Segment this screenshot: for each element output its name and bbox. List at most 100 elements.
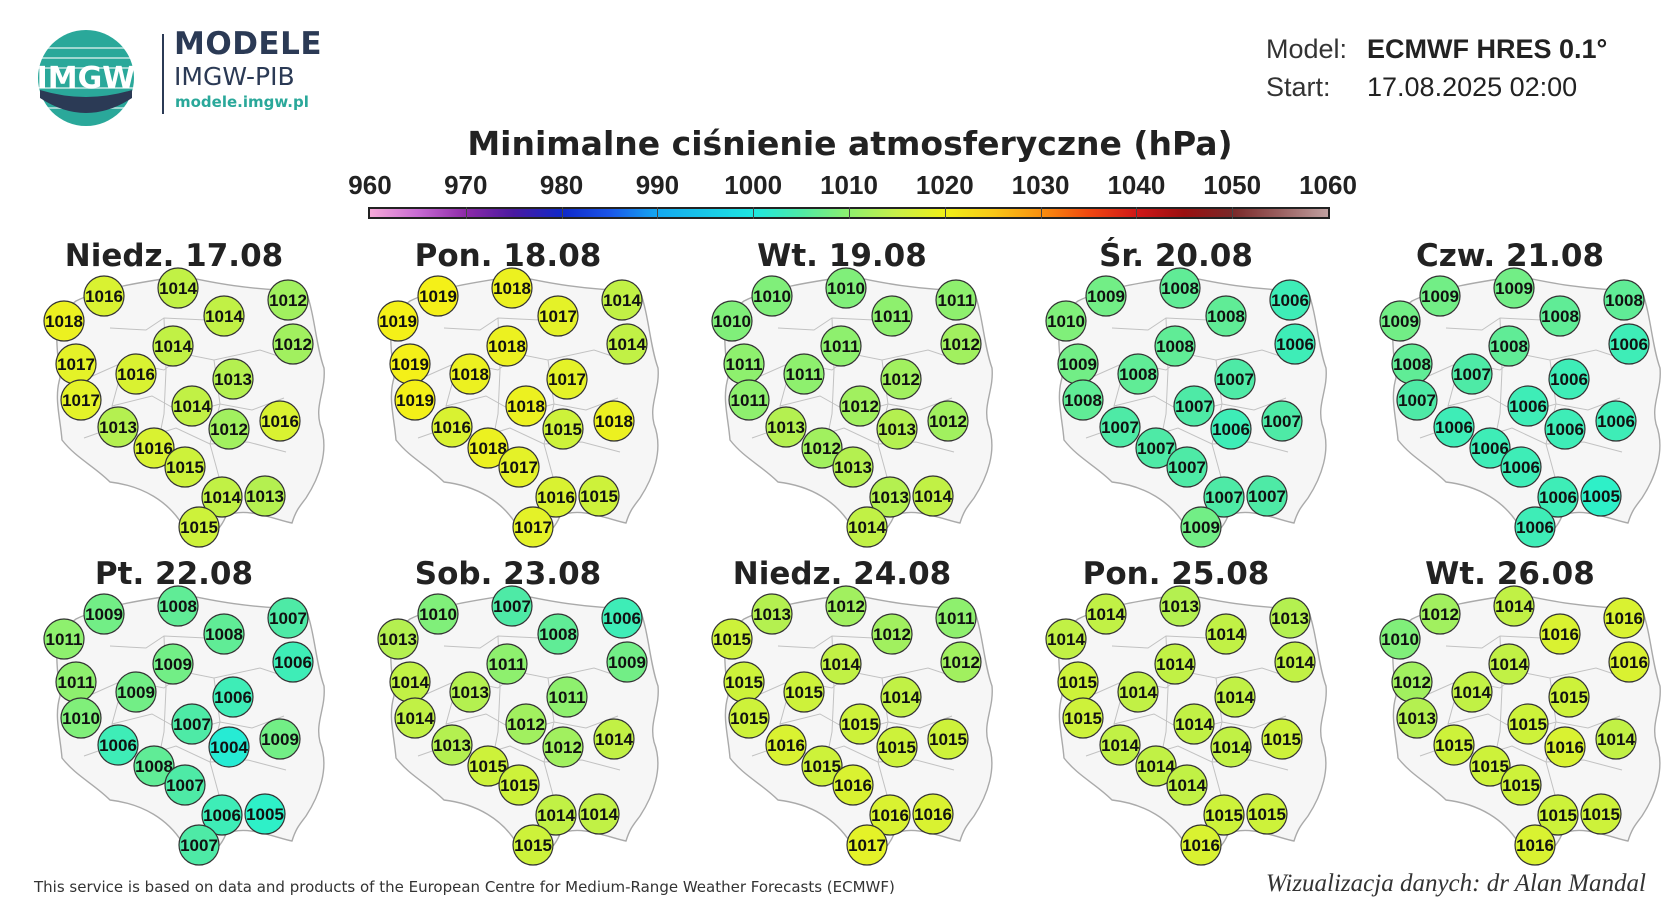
colorbar-tick-labels: 960 970 980 990 1000 1010 1020 1030 1040 1050 1060 [0, 170, 1680, 210]
pressure-bubble-circle [152, 325, 194, 367]
pressure-value: 1007 [180, 836, 218, 855]
pressure-value: 1015 [1582, 805, 1620, 824]
pressure-bubble: 1016 [115, 353, 157, 395]
pressure-bubble: 1006 [97, 724, 139, 766]
pressure-bubble: 1006 [1269, 279, 1311, 321]
pressure-bubble: 1015 [1507, 703, 1549, 745]
pressure-bubble: 1013 [97, 406, 139, 448]
panel-date-title: Pon. 18.08 [414, 238, 602, 274]
pressure-value: 1014 [205, 307, 243, 326]
pressure-bubble: 1012 [272, 323, 314, 365]
pressure-value: 1014 [1168, 776, 1206, 795]
pressure-bubble: 1015 [1469, 745, 1511, 787]
pressure-bubble-circle [1173, 703, 1215, 745]
pressure-value: 1015 [803, 757, 841, 776]
pressure-bubble: 1009 [115, 671, 157, 713]
pressure-bubble-circle [1246, 793, 1288, 835]
pressure-bubble: 1016 [869, 794, 911, 836]
pressure-bubble: 1006 [1544, 408, 1586, 450]
pressure-bubble: 1012 [825, 585, 867, 627]
pressure-bubble-circle [1488, 325, 1530, 367]
pressure-bubble-circle [1507, 385, 1549, 427]
pressure-value: 1010 [419, 605, 457, 624]
pressure-bubble-circle [846, 824, 888, 866]
model-label: Model: [1266, 34, 1348, 64]
pressure-value: 1009 [608, 653, 646, 672]
colorbar-tick-label: 960 [348, 170, 392, 200]
pressure-bubble-circle [83, 593, 125, 635]
colorbar-tick-label: 970 [444, 170, 488, 200]
pressure-value: 1013 [451, 683, 489, 702]
start-value: 17.08.2025 02:00 [1367, 72, 1578, 102]
pressure-bubble-circle [1493, 267, 1535, 309]
pressure-bubble: 1014 [1135, 745, 1177, 787]
pressure-value: 1010 [1047, 312, 1085, 331]
pressure-bubble: 1013 [869, 476, 911, 518]
day-panel: 1009 1009 1008 1009 1008 1006 1008 1008 1007 1006… [1350, 238, 1670, 548]
pressure-value: 1015 [1539, 806, 1577, 825]
pressure-bubble: 1009 [152, 643, 194, 685]
pressure-bubble-circle [1608, 323, 1650, 365]
pressure-bubble-circle [765, 724, 807, 766]
colorbar-tick [849, 207, 850, 219]
pressure-value: 1014 [1597, 730, 1635, 749]
pressure-bubble-circle [839, 385, 881, 427]
panel-date-title: Śr. 20.08 [1099, 238, 1253, 274]
pressure-bubble-circle [1261, 718, 1303, 760]
pressure-bubble: 1015 [178, 506, 220, 548]
pressure-bubble: 1007 [491, 585, 533, 627]
pressure-bubble-circle [832, 446, 874, 488]
pressure-value: 1016 [1546, 738, 1584, 757]
pressure-value: 1015 [1550, 688, 1588, 707]
pressure-bubble: 1008 [133, 745, 175, 787]
pressure-value: 1012 [544, 738, 582, 757]
pressure-value: 1006 [1471, 439, 1509, 458]
pressure-bubble: 1015 [783, 671, 825, 713]
colorbar-tick-label: 1020 [915, 170, 974, 200]
pressure-value: 1008 [205, 625, 243, 644]
pressure-bubble: 1019 [377, 300, 419, 342]
pressure-bubble: 1017 [546, 358, 588, 400]
pressure-bubble: 1007 [1099, 406, 1141, 448]
pressure-bubble-circle [601, 597, 643, 639]
pressure-value: 1006 [1435, 418, 1473, 437]
imgw-logo: IMGW [36, 28, 136, 128]
pressure-bubble: 1015 [839, 703, 881, 745]
pressure-value: 1014 [1490, 655, 1528, 674]
pressure-bubble-circle [1173, 385, 1215, 427]
pressure-value: 1007 [1398, 391, 1436, 410]
pressure-value: 1013 [433, 736, 471, 755]
pressure-value: 1006 [274, 653, 312, 672]
pressure-bubble-circle [876, 408, 918, 450]
pressure-value: 1015 [1263, 730, 1301, 749]
pressure-bubble-circle [1608, 641, 1650, 683]
pressure-bubble: 1009 [1180, 506, 1222, 548]
pressure-bubble: 1016 [83, 275, 125, 317]
pressure-bubble: 1016 [133, 427, 175, 469]
panel-date-title: Wt. 19.08 [757, 238, 927, 274]
pressure-bubble: 1015 [164, 446, 206, 488]
start-label: Start: [1266, 72, 1331, 102]
pressure-value: 1013 [871, 488, 909, 507]
pressure-bubble-circle [751, 593, 793, 635]
pressure-bubble: 1006 [272, 641, 314, 683]
pressure-bubble-circle [927, 718, 969, 760]
brand-url-link[interactable]: modele.imgw.pl [175, 93, 309, 111]
pressure-value: 1012 [827, 597, 865, 616]
pressure-bubble-circle [201, 794, 243, 836]
pressure-bubble: 1006 [1500, 446, 1542, 488]
pressure-bubble: 1007 [1261, 400, 1303, 442]
pressure-bubble: 1015 [1246, 793, 1288, 835]
pressure-bubble-circle [601, 279, 643, 321]
pressure-bubble: 1016 [1514, 824, 1556, 866]
pressure-value: 1007 [173, 715, 211, 734]
pressure-bubble: 1007 [1203, 476, 1245, 518]
pressure-value: 1012 [803, 439, 841, 458]
pressure-bubble: 1013 [751, 593, 793, 635]
pressure-bubble-circle [431, 724, 473, 766]
colorbar-tick-label: 1010 [820, 170, 878, 200]
pressure-bubble: 1016 [431, 406, 473, 448]
pressure-bubble: 1015 [467, 745, 509, 787]
